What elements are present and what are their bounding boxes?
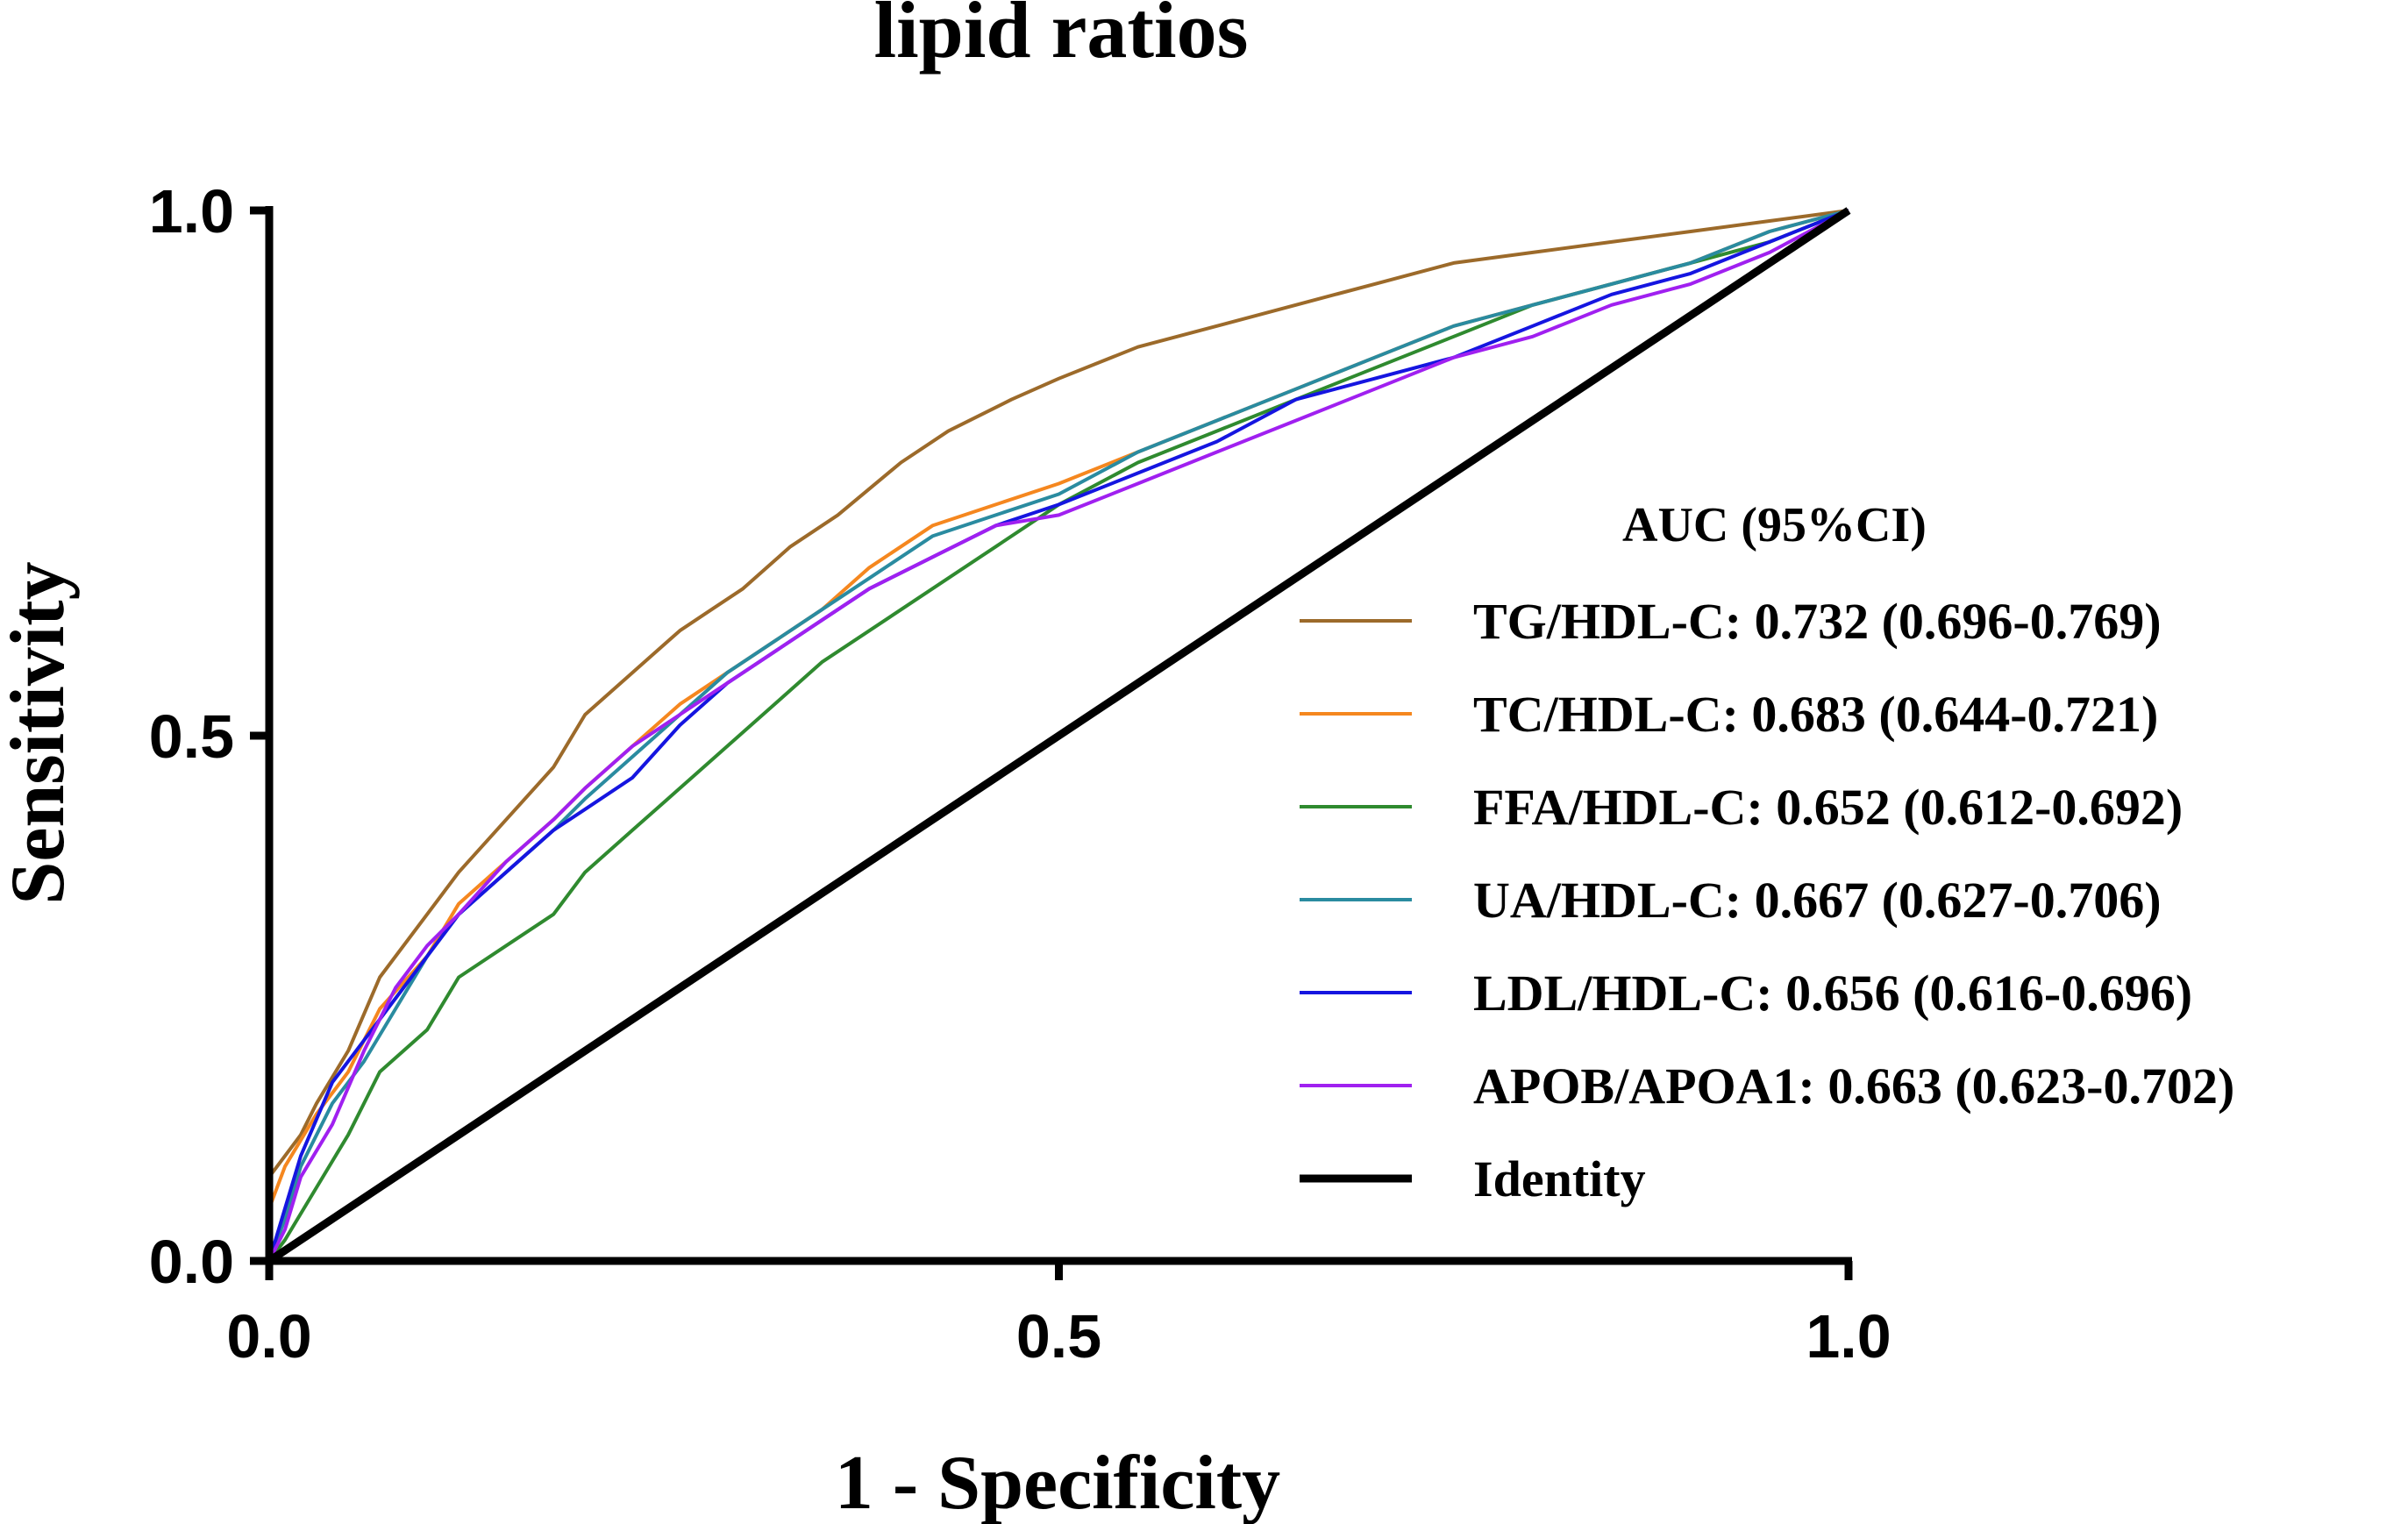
x-ticks: 0.0 0.5 1.0 bbox=[226, 1261, 1891, 1371]
plot-lines bbox=[267, 207, 1851, 1264]
y-tick-label: 0.5 bbox=[149, 702, 234, 771]
legend-label-tc-hdl-c: TC/HDL-C: 0.683 (0.644-0.721) bbox=[1473, 686, 2158, 743]
legend-label-apob-apoa1: APOB/APOA1: 0.663 (0.623-0.702) bbox=[1473, 1058, 2234, 1115]
x-tick-label: 1.0 bbox=[1806, 1302, 1891, 1371]
legend-label-ldl-hdl-c: LDL/HDL-C: 0.656 (0.616-0.696) bbox=[1473, 965, 2192, 1022]
y-tick-label: 1.0 bbox=[149, 177, 234, 246]
y-axis-label: Sensitivity bbox=[0, 561, 81, 904]
x-tick-label: 0.5 bbox=[1016, 1302, 1101, 1371]
series-line-ua-hdl-c bbox=[267, 209, 1849, 1262]
legend-label-tg-hdl-c: TG/HDL-C: 0.732 (0.696-0.769) bbox=[1473, 593, 2162, 650]
chart-title: lipid ratios bbox=[874, 0, 1249, 75]
series-line-tg-hdl-c bbox=[267, 209, 1849, 1261]
x-axis-label: 1 - Specificity bbox=[835, 1441, 1280, 1524]
y-ticks: 0.0 0.5 1.0 bbox=[149, 177, 269, 1296]
series-line-ffa-hdl-c bbox=[267, 209, 1849, 1263]
legend-label-ua-hdl-c: UA/HDL-C: 0.667 (0.627-0.706) bbox=[1473, 872, 2162, 929]
legend-label-ffa-hdl-c: FFA/HDL-C: 0.652 (0.612-0.692) bbox=[1473, 779, 2183, 836]
legend: AUC (95%CI) TG/HDL-C: 0.732 (0.696-0.769… bbox=[1300, 498, 2234, 1207]
x-tick-label: 0.0 bbox=[226, 1302, 311, 1371]
legend-items: TG/HDL-C: 0.732 (0.696-0.769) TC/HDL-C: 0… bbox=[1300, 593, 2234, 1207]
y-tick-label: 0.0 bbox=[149, 1228, 234, 1296]
legend-title: AUC (95%CI) bbox=[1622, 498, 1927, 552]
series-line-identity bbox=[267, 207, 1851, 1264]
legend-label-identity: Identity bbox=[1473, 1150, 1646, 1207]
series-line-apob-apoa1 bbox=[267, 209, 1849, 1262]
